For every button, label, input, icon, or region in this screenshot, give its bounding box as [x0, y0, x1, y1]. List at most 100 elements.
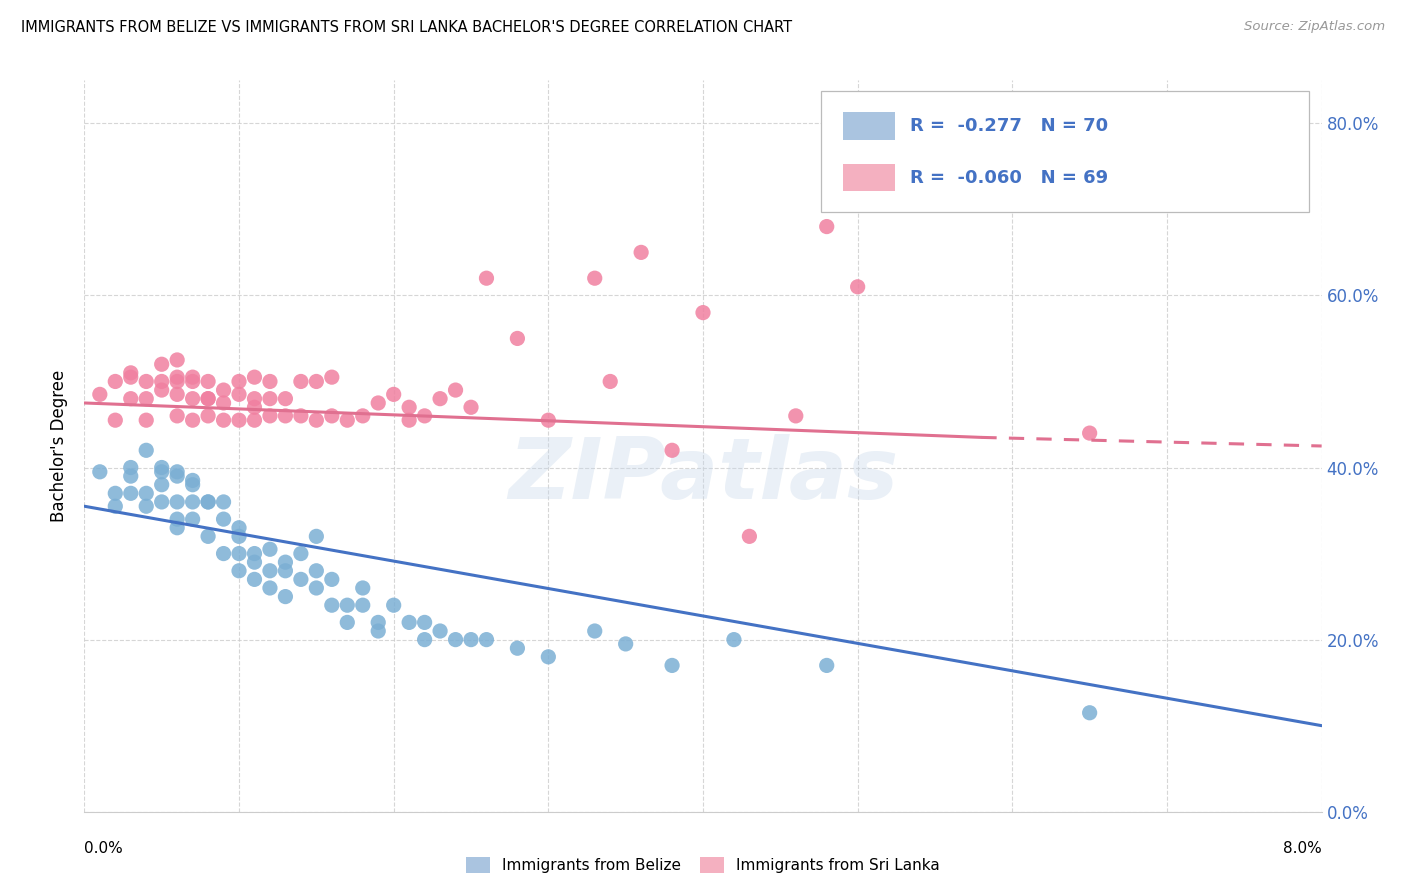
Point: [181, 370, 204, 384]
Point: [243, 401, 266, 415]
Point: [212, 413, 235, 427]
Point: [228, 387, 250, 401]
Point: [259, 564, 281, 578]
Point: [228, 529, 250, 543]
Point: [305, 413, 328, 427]
Point: [197, 392, 219, 406]
Point: [181, 392, 204, 406]
Point: [305, 529, 328, 543]
Point: [274, 564, 297, 578]
Point: [846, 280, 869, 294]
Point: [243, 392, 266, 406]
Point: [305, 564, 328, 578]
Point: [506, 641, 529, 656]
Point: [197, 409, 219, 423]
Point: [135, 486, 157, 500]
Point: [135, 392, 157, 406]
FancyBboxPatch shape: [821, 91, 1309, 212]
Point: [815, 219, 838, 234]
Point: [181, 477, 204, 491]
FancyBboxPatch shape: [842, 112, 894, 140]
Point: [181, 413, 204, 427]
Point: [274, 555, 297, 569]
Point: [290, 547, 312, 561]
Point: [259, 581, 281, 595]
Point: [212, 495, 235, 509]
Point: [614, 637, 637, 651]
Point: [181, 495, 204, 509]
Point: [228, 564, 250, 578]
Point: [382, 598, 405, 612]
Point: [259, 542, 281, 557]
Point: [336, 598, 359, 612]
Point: [150, 375, 173, 389]
Point: [274, 590, 297, 604]
Point: [166, 521, 188, 535]
Point: [197, 495, 219, 509]
Point: [243, 573, 266, 587]
Point: [413, 615, 436, 630]
Point: [166, 387, 188, 401]
Point: [150, 477, 173, 491]
Point: [413, 632, 436, 647]
Point: [475, 271, 498, 285]
Point: [429, 624, 451, 638]
Point: [166, 409, 188, 423]
Point: [444, 632, 467, 647]
Point: [120, 392, 142, 406]
Point: [321, 409, 343, 423]
Point: [243, 370, 266, 384]
Point: [150, 495, 173, 509]
Point: [135, 413, 157, 427]
Point: [120, 486, 142, 500]
Point: [692, 305, 714, 319]
Point: [259, 392, 281, 406]
Point: [305, 375, 328, 389]
Point: [166, 375, 188, 389]
Point: [104, 486, 127, 500]
Point: [506, 331, 529, 345]
Point: [166, 370, 188, 384]
Point: [150, 465, 173, 479]
Point: [120, 370, 142, 384]
Point: [785, 409, 807, 423]
Point: [228, 547, 250, 561]
Point: [537, 649, 560, 664]
Point: [228, 375, 250, 389]
Point: [274, 409, 297, 423]
Point: [197, 375, 219, 389]
Point: [352, 409, 374, 423]
Point: [336, 413, 359, 427]
Point: [228, 521, 250, 535]
Point: [583, 624, 606, 638]
Point: [321, 370, 343, 384]
Point: [120, 366, 142, 380]
Point: [166, 353, 188, 368]
Point: [120, 460, 142, 475]
Point: [243, 413, 266, 427]
Point: [1078, 426, 1101, 441]
Point: [661, 658, 683, 673]
Point: [290, 409, 312, 423]
Point: [413, 409, 436, 423]
Point: [382, 387, 405, 401]
Point: [243, 547, 266, 561]
Point: [259, 409, 281, 423]
Point: [181, 474, 204, 488]
Point: [181, 375, 204, 389]
Point: [135, 443, 157, 458]
Point: [104, 375, 127, 389]
Point: [352, 581, 374, 595]
FancyBboxPatch shape: [842, 163, 894, 192]
Text: IMMIGRANTS FROM BELIZE VS IMMIGRANTS FROM SRI LANKA BACHELOR'S DEGREE CORRELATIO: IMMIGRANTS FROM BELIZE VS IMMIGRANTS FRO…: [21, 20, 792, 35]
Point: [444, 383, 467, 397]
Point: [166, 512, 188, 526]
Text: 0.0%: 0.0%: [84, 841, 124, 856]
Point: [228, 413, 250, 427]
Point: [398, 615, 420, 630]
Point: [290, 375, 312, 389]
Point: [166, 495, 188, 509]
Point: [212, 547, 235, 561]
Point: [212, 512, 235, 526]
Point: [305, 581, 328, 595]
